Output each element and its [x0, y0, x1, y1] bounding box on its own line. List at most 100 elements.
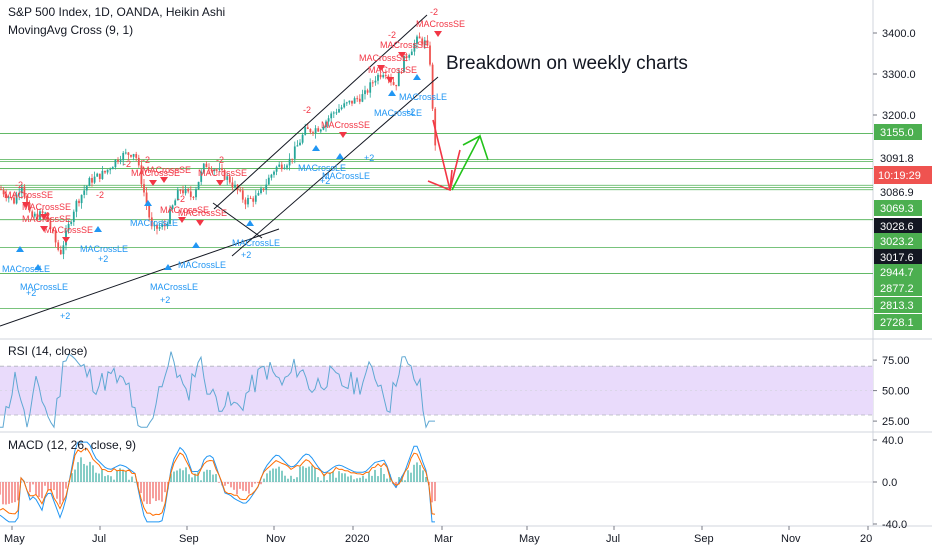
candle-body: [421, 38, 424, 45]
macd-histogram-bar: [362, 475, 364, 482]
macd-histogram-bar: [416, 462, 418, 482]
short-count-label: -2: [15, 180, 23, 190]
candle-body: [410, 51, 413, 56]
macd-histogram-bar: [365, 478, 367, 482]
macd-histogram-bar: [257, 482, 259, 484]
macd-histogram-bar: [209, 470, 211, 482]
macd-histogram-bar: [188, 474, 190, 482]
candle-body: [241, 190, 244, 200]
candle-body: [327, 118, 330, 122]
macd-histogram-bar: [146, 482, 148, 504]
candle-body: [351, 100, 353, 104]
candle-body: [161, 224, 164, 227]
candle-body: [408, 55, 411, 58]
macd-histogram-bar: [314, 468, 316, 482]
price-level-badge: [874, 249, 922, 265]
signal-up-arrow: [246, 220, 254, 226]
macd-histogram-bar: [29, 482, 31, 493]
macd-histogram-bar: [155, 482, 157, 502]
macd-histogram-bar: [359, 477, 361, 482]
signal-up-arrow: [336, 153, 344, 159]
macd-histogram-bar: [302, 466, 304, 482]
candle-body: [106, 169, 109, 173]
candle-body: [366, 90, 369, 93]
rsi-axis-label: 50.00: [882, 386, 910, 398]
macd-histogram-bar: [170, 473, 172, 482]
candle-body: [358, 98, 361, 102]
candle-body: [397, 72, 400, 87]
macd-histogram-bar: [311, 465, 313, 482]
candle-body: [130, 154, 132, 157]
price-level-badge: [874, 218, 922, 234]
rsi-axis-label: 75.00: [882, 355, 910, 367]
candle-body: [36, 213, 39, 220]
ma-cross-le-label: MACrossLE: [20, 282, 68, 292]
candle-body: [369, 82, 372, 93]
macd-histogram-bar: [197, 472, 199, 482]
price-level-label: 2877.2: [880, 283, 914, 295]
candle-body: [364, 90, 366, 95]
candle-body: [325, 121, 327, 128]
price-axis-label: 3200.0: [882, 110, 916, 122]
macd-histogram-bar: [32, 482, 34, 485]
candle-body: [166, 223, 169, 227]
macd-histogram-bar: [164, 482, 166, 493]
candle-body: [23, 186, 26, 196]
macd-histogram-bar: [98, 473, 100, 482]
candle-body: [278, 164, 281, 167]
macd-histogram-bar: [194, 473, 196, 482]
ma-cross-le-label: MACrossLE: [178, 260, 226, 270]
macd-histogram-bar: [116, 470, 118, 482]
candle-body: [192, 196, 195, 198]
macd-histogram-bar: [434, 482, 436, 502]
short-count-label: -2: [96, 190, 104, 200]
macd-histogram-bar: [71, 473, 73, 482]
trend-line: [0, 228, 280, 327]
ma-cross-se-label: MACrossSE: [368, 65, 417, 75]
candle-body: [57, 242, 60, 250]
candle-body: [317, 128, 320, 132]
candle-body: [202, 163, 205, 172]
ma-cross-se-label: MACrossSE: [380, 40, 429, 50]
candle-body: [150, 217, 153, 227]
ma-cross-se-label: MACrossSE: [160, 205, 209, 215]
macd-histogram-bar: [122, 469, 124, 482]
candle-body: [127, 152, 130, 155]
candle-body: [234, 184, 236, 187]
macd-histogram-bar: [65, 482, 67, 489]
macd-histogram-bar: [356, 478, 358, 482]
signal-down-arrow: [40, 226, 48, 232]
signal-up-arrow: [164, 264, 172, 270]
candle-body: [265, 184, 268, 190]
candle-body: [208, 167, 210, 170]
macd-histogram-bar: [374, 469, 376, 482]
price-level-label: 3023.2: [880, 236, 914, 248]
long-count-label: +2: [60, 311, 70, 321]
candle-body: [314, 128, 317, 134]
time-axis-label: Sep: [179, 533, 199, 545]
candle-body: [143, 184, 145, 193]
macd-histogram-bar: [377, 476, 379, 482]
macd-histogram-bar: [44, 482, 46, 486]
signal-down-arrow: [160, 177, 168, 183]
ma-cross-se-label: MACrossSE: [198, 168, 247, 178]
macd-histogram-bar: [80, 457, 82, 482]
countdown-badge: [874, 166, 932, 184]
short-count-label: -2: [216, 155, 224, 165]
signal-down-arrow: [339, 132, 347, 138]
candle-body: [10, 197, 13, 199]
signal-down-arrow: [196, 220, 204, 226]
macd-histogram-bar: [89, 461, 91, 482]
macd-histogram-bar: [269, 470, 271, 482]
macd-histogram-bar: [260, 482, 262, 485]
signal-down-arrow: [149, 180, 157, 186]
candle-body: [7, 197, 10, 199]
candle-body: [41, 211, 44, 214]
short-count-label: -2: [177, 194, 185, 204]
candle-body: [343, 103, 346, 108]
macd-histogram-bar: [38, 482, 40, 498]
candle-body: [296, 145, 299, 147]
candle-body: [244, 199, 247, 205]
candle-body: [109, 169, 112, 171]
macd-axis-label: 0.0: [882, 477, 897, 489]
